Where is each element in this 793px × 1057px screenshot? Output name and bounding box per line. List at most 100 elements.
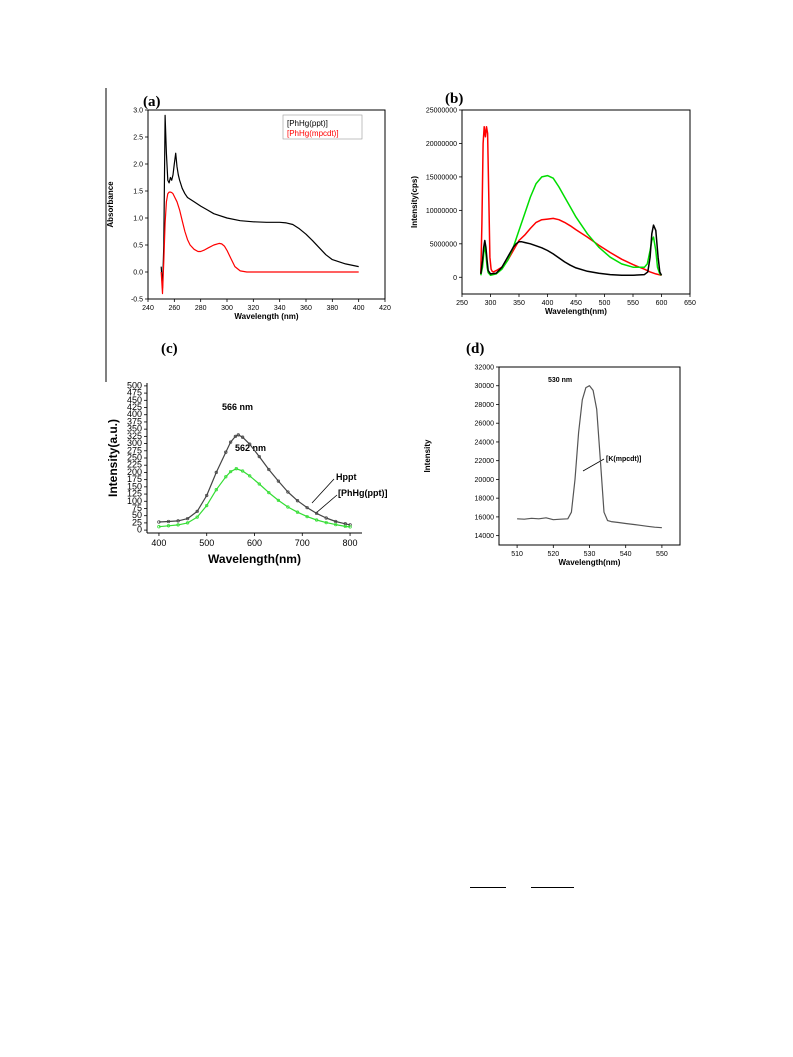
series-line-a-0 [160, 114, 359, 289]
data-point [195, 515, 199, 519]
data-point [214, 488, 218, 492]
x-tick-label: 360 [300, 305, 312, 312]
annotation-hppt: Hppt [336, 472, 357, 482]
y-axis-label: Absorbance [106, 181, 115, 228]
y-tick-label: 425 [127, 402, 142, 412]
data-point [157, 520, 161, 524]
y-tick-label: 500 [127, 380, 142, 390]
y-tick-label: 15000000 [426, 174, 457, 181]
data-point [267, 467, 271, 472]
y-tick-label: 450 [127, 395, 142, 405]
chart-panel-a: [PhHg(ppt)] [PhHg(mpcdt)] 240 260 280 300 32… [106, 108, 391, 322]
x-tick-label: 320 [247, 305, 259, 312]
x-axis-label: Wavelength(nm) [545, 307, 607, 316]
y-tick-label: 300 [127, 438, 142, 448]
data-point [224, 475, 228, 479]
data-point [228, 440, 233, 444]
annotation-phhg-ppt: [PhHg(ppt)] [338, 488, 387, 498]
x-tick-label: 540 [620, 551, 632, 558]
y-tick-label: 400 [127, 409, 142, 419]
data-point [224, 450, 228, 454]
y-tick-label: 20000 [475, 477, 495, 484]
x-tick-label: 280 [195, 305, 207, 312]
y-tick-label: 0 [453, 275, 457, 282]
series-line-b-0 [480, 125, 662, 277]
x-tick-label: 500 [199, 538, 214, 548]
data-point [248, 442, 252, 446]
x-tick-label: 240 [142, 305, 154, 312]
y-tick-label: 175 [127, 474, 142, 484]
chart-panel-c: 566 nm 562 nm Hppt [PhHg(ppt)] 400 500 600… [106, 380, 387, 566]
y-tick-label: 75 [132, 503, 142, 513]
data-point [334, 519, 338, 524]
y-tick-label: 10000000 [426, 208, 457, 215]
data-point [228, 469, 233, 474]
y-tick-label: 125 [127, 489, 142, 499]
x-tick-label: 600 [247, 538, 262, 548]
data-point [324, 516, 328, 520]
data-point [233, 434, 238, 439]
y-tick-label: 20000000 [426, 141, 457, 148]
data-point [305, 514, 309, 519]
y-tick-label: 26000 [475, 421, 495, 428]
series-line-b-1 [480, 174, 662, 277]
y-tick-label: 24000 [475, 439, 495, 446]
annotation-566: 566 nm [222, 402, 253, 412]
legend-box [282, 114, 363, 140]
panel-label-b: (b) [445, 91, 463, 107]
y-tick-label: 25000000 [426, 108, 457, 115]
y-tick-label: 28000 [475, 402, 495, 409]
annotation-530: 530 nm [548, 377, 572, 384]
annotation-k-mpcdt: [K(mpcdt)] [606, 456, 641, 463]
decorative-rule [531, 887, 574, 888]
data-point [267, 490, 271, 495]
y-tick-label: 30000 [475, 383, 495, 390]
y-tick-label: 14000 [475, 533, 495, 540]
plot-frame [461, 109, 691, 295]
data-point [286, 505, 290, 509]
series-line-b-2 [480, 224, 663, 277]
legend-entry-ppt: [PhHg(ppt)] [287, 119, 328, 128]
y-tick-label: 2.0 [133, 162, 143, 169]
plot-frame [147, 109, 386, 300]
data-point [348, 523, 352, 527]
y-tick-label: 200 [127, 467, 142, 477]
data-point [314, 511, 319, 516]
decorative-rule [470, 887, 506, 888]
y-tick-label: 32000 [475, 365, 495, 372]
x-tick-label: 530 [584, 551, 596, 558]
data-point [295, 510, 300, 514]
data-point [286, 490, 290, 494]
data-point [166, 519, 171, 524]
y-tick-label: 250 [127, 453, 142, 463]
x-tick-label: 600 [656, 300, 668, 307]
x-tick-label: 300 [221, 305, 233, 312]
data-point [343, 524, 347, 529]
x-tick-label: 550 [656, 551, 668, 558]
chart-panel-d: 530 nm [K(mpcdt)] 510 520 530 540 550 14000 16… [423, 365, 681, 567]
plot-frame [498, 366, 681, 546]
chart-panel-b: 250 300 350 400 450 500 550 600 650 0 5000000 10000… [410, 108, 696, 317]
data-point [234, 467, 238, 471]
pointer-phhg-ppt [315, 494, 338, 514]
series-line-a-1 [160, 191, 359, 295]
x-axis-label: Wavelength(nm) [559, 558, 621, 567]
x-tick-label: 400 [542, 300, 554, 307]
y-tick-label: 25 [132, 517, 142, 527]
data-point [205, 503, 209, 508]
y-tick-label: 16000 [475, 514, 495, 521]
y-tick-label: 150 [127, 481, 142, 491]
x-tick-label: 260 [168, 305, 180, 312]
annotation-562: 562 nm [235, 443, 266, 453]
y-tick-label: 3.0 [133, 108, 143, 115]
data-point [176, 519, 180, 523]
data-point [185, 521, 190, 525]
x-tick-label: 700 [295, 538, 310, 548]
x-tick-label: 800 [343, 538, 358, 548]
y-tick-label: 5000000 [430, 241, 457, 248]
data-point [176, 523, 180, 527]
data-point [276, 479, 281, 483]
x-tick-label: 510 [511, 551, 523, 558]
x-tick-label: 450 [570, 300, 582, 307]
